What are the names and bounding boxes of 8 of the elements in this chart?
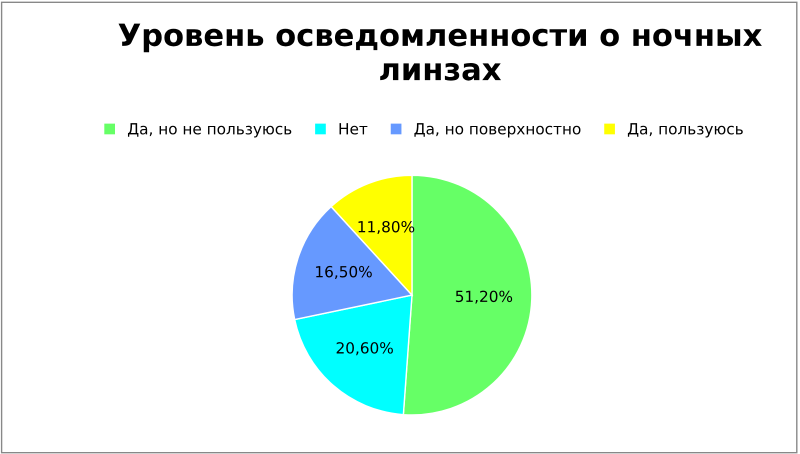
data-label: 20,60%: [336, 342, 393, 356]
legend-label: Да, но поверхностно: [414, 123, 580, 138]
data-label: 16,50%: [316, 266, 372, 279]
legend-label: Да, пользуюсь: [628, 123, 743, 138]
legend-label: Да, но не пользуюсь: [128, 123, 292, 138]
legend-label: Нет: [340, 123, 368, 135]
chart-title: Уровень осведомленности о ночных линзах: [118, 24, 762, 81]
data-label: 51,20%: [456, 290, 512, 304]
